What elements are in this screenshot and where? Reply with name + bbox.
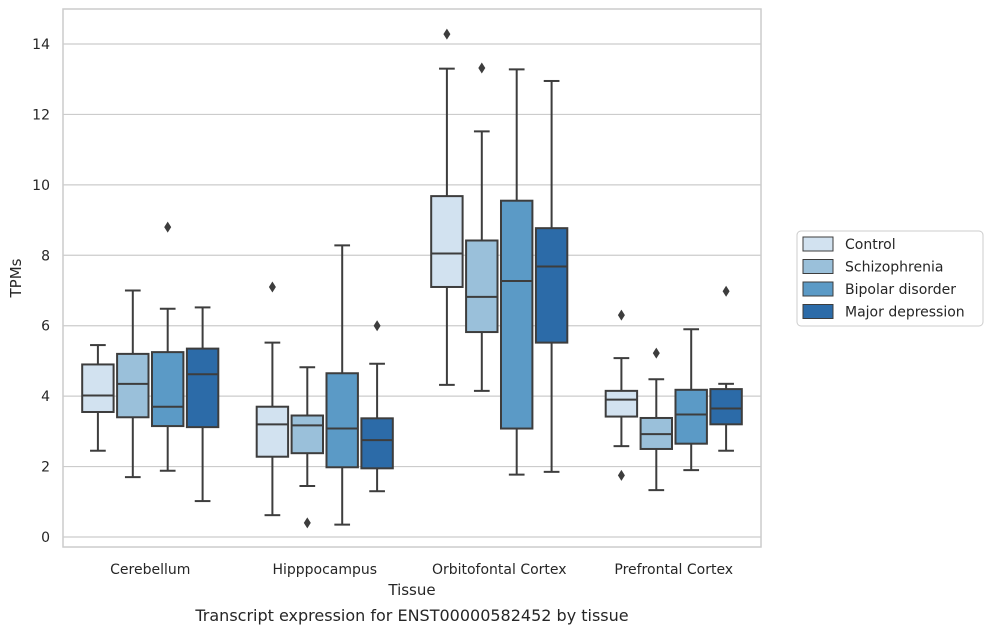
box-group	[674, 328, 708, 472]
y-tick-label: 2	[41, 460, 50, 476]
y-tick-label: 4	[41, 389, 50, 405]
x-tick-label: Prefrontal Cortex	[614, 562, 733, 578]
box-group	[360, 320, 394, 493]
box	[465, 239, 499, 334]
y-tick-label: 8	[41, 248, 50, 264]
y-tick-label: 0	[41, 530, 50, 546]
y-axis-label: TPMs	[7, 258, 25, 298]
outlier-point	[443, 28, 451, 40]
outlier-point	[164, 221, 172, 233]
box-group	[465, 62, 499, 392]
box	[360, 417, 394, 470]
outlier-point	[478, 62, 486, 74]
box	[604, 389, 639, 418]
legend-label: Schizophrenia	[845, 260, 943, 276]
box	[81, 363, 115, 413]
box-group	[325, 244, 359, 526]
legend-label: Major depression	[845, 305, 965, 321]
outlier-point	[268, 281, 276, 293]
chart-title: Transcript expression for ENST0000058245…	[194, 606, 628, 625]
legend-swatch	[802, 236, 834, 252]
legend-frame	[796, 230, 984, 327]
x-tick-label: Orbitofontal Cortex	[432, 562, 567, 578]
plot-frame	[62, 8, 762, 548]
box-group	[290, 366, 325, 529]
box	[255, 405, 290, 458]
outlier-point	[652, 347, 660, 359]
legend-swatch	[802, 304, 834, 319]
box	[709, 388, 743, 426]
outlier-point	[722, 285, 730, 297]
y-tick-label: 14	[32, 37, 50, 53]
box-group	[185, 306, 220, 503]
box-group	[534, 79, 569, 473]
box	[290, 414, 325, 455]
x-tick-label: Cerebellum	[110, 562, 190, 578]
box-group	[255, 281, 290, 517]
y-axis-ticks: 0 2 4 6 8 10 12 14	[32, 37, 50, 546]
box-group	[150, 221, 185, 472]
box	[430, 195, 464, 288]
box	[325, 372, 359, 469]
legend: Control Schizophrenia Bipolar disorder Majo…	[796, 230, 984, 327]
box-group	[709, 285, 743, 452]
outlier-point	[373, 320, 381, 332]
box	[185, 347, 220, 429]
outlier-point	[617, 469, 625, 481]
box-group	[499, 68, 534, 476]
y-tick-label: 10	[32, 178, 50, 194]
x-axis-label: Tissue	[387, 581, 435, 599]
box	[534, 227, 569, 344]
legend-label: Bipolar disorder	[845, 282, 956, 298]
box	[116, 352, 150, 419]
outlier-point	[617, 309, 625, 321]
box-series	[81, 28, 743, 529]
box	[674, 388, 708, 445]
x-axis-ticks: Cerebellum Hipppocampus Orbitofontal Corte…	[110, 562, 733, 578]
legend-swatch	[802, 259, 834, 274]
x-tick-label: Hipppocampus	[272, 562, 377, 578]
box-group	[604, 309, 639, 481]
box	[150, 351, 185, 428]
box-group	[116, 289, 150, 479]
box	[499, 199, 534, 430]
y-tick-label: 12	[32, 107, 50, 123]
box-group	[639, 347, 674, 492]
y-tick-label: 6	[41, 319, 50, 335]
legend-swatch	[802, 281, 834, 297]
outlier-point	[303, 517, 311, 529]
legend-label: Control	[845, 237, 896, 253]
box-group	[81, 344, 115, 452]
box-group	[430, 28, 464, 386]
